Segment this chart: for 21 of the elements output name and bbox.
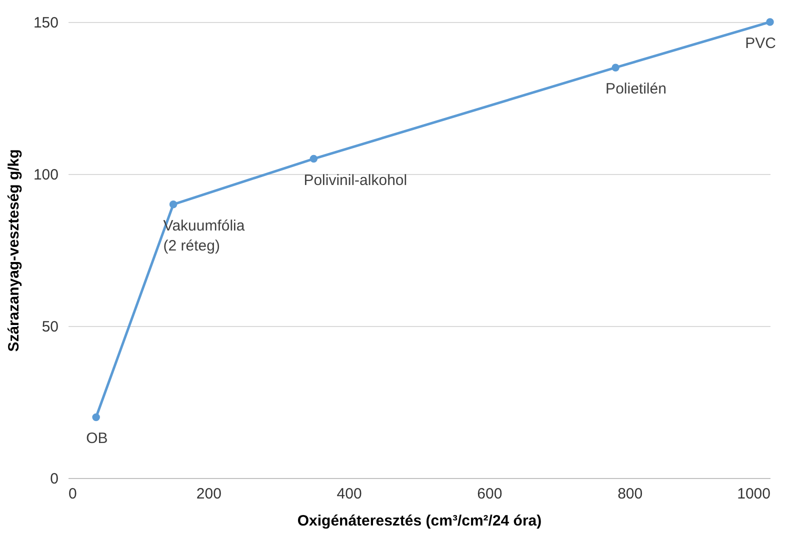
- x-tick-label: 1000: [737, 486, 770, 502]
- point: [766, 18, 774, 26]
- annotation: OB: [86, 430, 108, 448]
- point: [92, 413, 100, 422]
- x-tick-label: 0: [68, 486, 77, 502]
- x-tick-label: 200: [196, 486, 222, 502]
- annotation: Polietilén: [606, 80, 666, 98]
- y-tick-label: 150: [33, 14, 58, 32]
- y-tick-label: 0: [50, 470, 58, 488]
- point: [310, 154, 318, 163]
- annotation: Polivinil-alkohol: [304, 172, 408, 189]
- x-axis-title: Oxigénáteresztés (cm³/cm²/24 óra): [297, 512, 542, 530]
- y-tick-label: 100: [33, 166, 58, 184]
- x-tick-label: 800: [618, 486, 643, 502]
- x-tick-label: 600: [477, 486, 502, 502]
- point: [169, 200, 178, 208]
- y-axis-title: Szárazanyag-veszteség g/kg: [5, 149, 22, 352]
- annotation: PVC: [745, 35, 776, 52]
- y-tick-label: 50: [42, 318, 58, 336]
- point: [612, 64, 620, 72]
- x-tick-label: 400: [336, 486, 362, 502]
